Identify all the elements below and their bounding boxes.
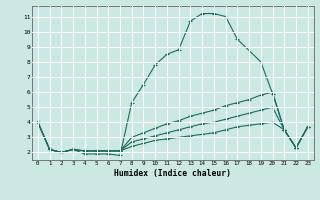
X-axis label: Humidex (Indice chaleur): Humidex (Indice chaleur) [114, 169, 231, 178]
